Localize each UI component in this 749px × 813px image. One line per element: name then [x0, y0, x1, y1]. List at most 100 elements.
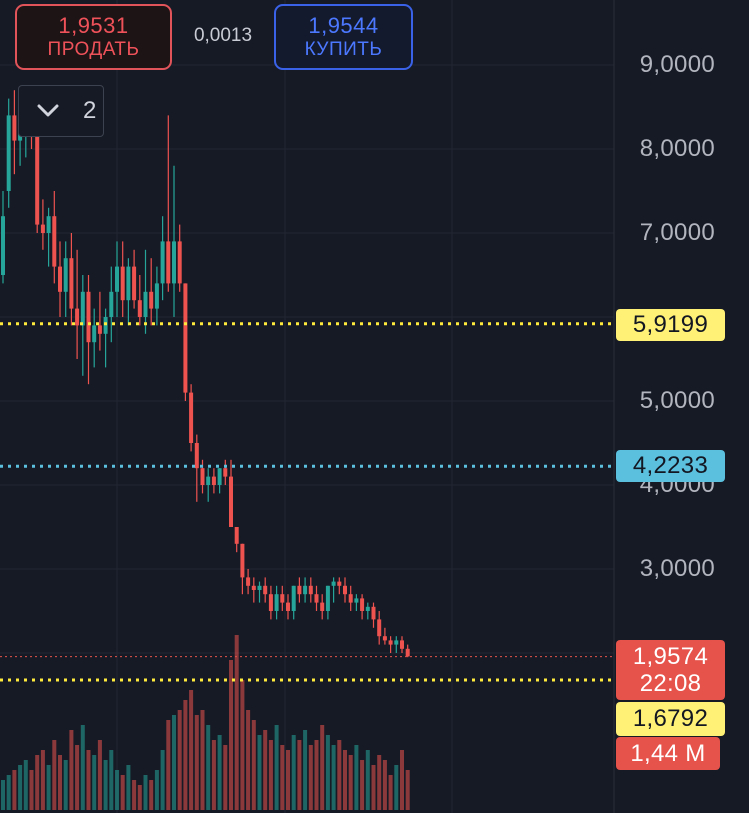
volume-bar	[234, 635, 239, 810]
candle-body	[251, 585, 256, 590]
candle-body	[189, 392, 194, 443]
candle-body	[143, 291, 148, 317]
volume-bar	[109, 750, 114, 810]
buy-price: 1,9544	[308, 13, 379, 38]
candle-body	[154, 283, 159, 309]
volume-bar	[405, 770, 410, 810]
volume-bar	[337, 740, 342, 810]
volume-bar	[371, 765, 376, 810]
candle-body	[166, 241, 171, 284]
candle-body	[303, 585, 308, 595]
volume-bar	[92, 755, 97, 810]
candle-body	[200, 468, 205, 485]
indicators-count: 2	[83, 97, 97, 124]
candle-body	[137, 300, 142, 317]
volume-bar	[394, 765, 399, 810]
volume-bar	[189, 690, 194, 810]
candle-body	[325, 585, 330, 611]
candle-body	[348, 594, 353, 603]
volume-bar	[97, 740, 102, 810]
volume-bar	[172, 715, 176, 810]
candle-body	[58, 266, 62, 292]
volume-bar	[246, 710, 251, 810]
volume-bar	[388, 775, 393, 810]
candle-body	[115, 266, 119, 292]
candle-body	[337, 581, 342, 586]
volume-bar	[291, 735, 296, 810]
volume-bar	[143, 775, 148, 810]
candle-body	[35, 132, 40, 225]
volume-bar	[52, 740, 57, 810]
candle-body	[172, 241, 176, 284]
candle-body	[183, 283, 188, 393]
last-price-badge: 1,9574 22:08	[616, 640, 725, 700]
volume-bar	[360, 760, 365, 810]
volume-bar	[343, 750, 347, 810]
volume-bar	[132, 780, 137, 810]
volume-bar	[200, 710, 205, 810]
volume-bar	[120, 775, 125, 810]
volume-bar	[103, 760, 108, 810]
candle-body	[194, 443, 199, 469]
price-axis-label: 8,0000	[639, 135, 715, 162]
candle-body	[103, 317, 108, 334]
candle-body	[320, 602, 325, 611]
volume-bar	[268, 740, 273, 810]
volume-bar	[63, 760, 68, 810]
price-axis-label: 5,0000	[639, 387, 715, 414]
candle-body	[297, 585, 302, 595]
candle-body	[286, 602, 290, 611]
candle-body	[382, 636, 387, 641]
candle-body	[75, 308, 80, 326]
candle-body	[268, 594, 273, 611]
volume-bar	[115, 770, 119, 810]
candle-body	[217, 468, 222, 485]
bar-countdown-timer: 22:08	[639, 670, 702, 697]
volume-bar	[75, 745, 80, 810]
candle-body	[388, 640, 393, 645]
candle-body	[229, 476, 233, 527]
volume-bar	[223, 745, 228, 810]
volume-bar	[303, 730, 308, 810]
candle-body	[400, 640, 404, 649]
spread-value: 0,0013	[193, 25, 253, 46]
candle-body	[257, 585, 262, 590]
volume-bar	[12, 770, 17, 810]
candle-body	[291, 585, 296, 611]
volume-bar	[18, 765, 23, 810]
candle-body	[86, 291, 91, 343]
volume-bar	[325, 735, 330, 810]
volume-bar	[40, 750, 45, 810]
volume-bar	[6, 775, 11, 810]
volume-bar	[240, 680, 245, 810]
volume-bar	[365, 750, 370, 810]
buy-button[interactable]: 1,9544 КУПИТЬ	[274, 4, 413, 70]
candle-body	[160, 241, 165, 284]
level-badge-upper: 5,9199	[616, 309, 725, 341]
volume-bar	[354, 745, 359, 810]
volume-bar	[160, 750, 165, 810]
volume-bar	[1, 780, 5, 810]
volume-bar	[229, 660, 233, 810]
volume-bar	[382, 760, 387, 810]
candle-body	[12, 115, 17, 141]
volume-bar	[29, 770, 34, 810]
candle-body	[52, 216, 57, 267]
candle-body	[132, 266, 137, 301]
indicators-toggle-button[interactable]: 2	[18, 85, 104, 137]
volume-bar	[377, 755, 382, 810]
candle-body	[149, 291, 154, 309]
sell-price: 1,9531	[58, 13, 129, 38]
volume-bar	[80, 725, 85, 810]
volume-bar	[23, 760, 28, 810]
volume-bar	[251, 720, 256, 810]
sell-button[interactable]: 1,9531 ПРОДАТЬ	[15, 4, 172, 70]
candle-body	[394, 640, 399, 645]
volume-bar	[177, 710, 182, 810]
volume-bar	[314, 740, 319, 810]
candle-body	[63, 258, 68, 292]
level-badge-bid: 4,2233	[616, 450, 725, 482]
volume-bar	[206, 725, 211, 810]
price-axis-label: 7,0000	[639, 219, 715, 246]
